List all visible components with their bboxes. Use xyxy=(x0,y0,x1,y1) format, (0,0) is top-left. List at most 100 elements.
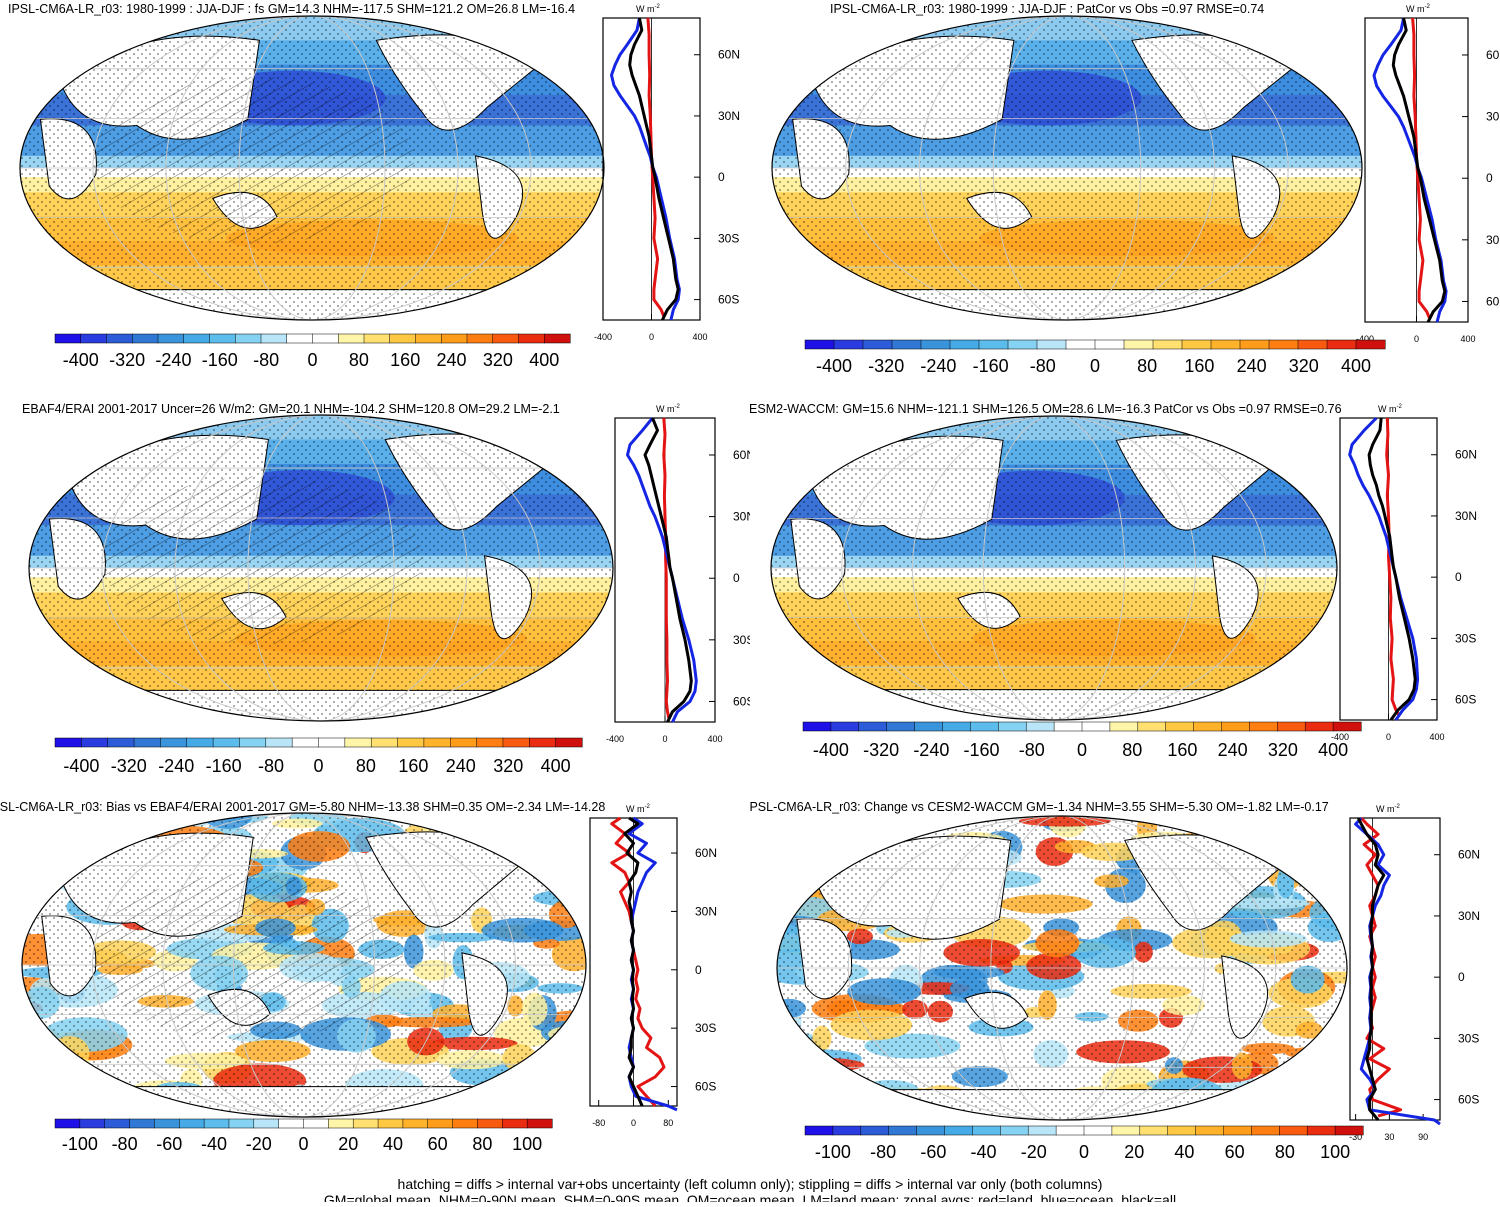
panel-svg: 60N 30N 0 30S 60S -400 0 400 W m-2 -400 -320 -240 -1… xyxy=(771,4,1500,376)
lat-tick-label: 0 xyxy=(1455,570,1462,584)
map-outline xyxy=(19,15,605,321)
colorbar-box xyxy=(502,1118,528,1129)
colorbar-box xyxy=(133,737,161,748)
colorbar-box xyxy=(1027,1125,1057,1136)
colorbar-box xyxy=(833,339,864,350)
colorbar-tick-label: 240 xyxy=(1218,740,1248,760)
colorbar-box xyxy=(944,1125,973,1136)
x-tick-label: 90 xyxy=(1418,1132,1428,1142)
colorbar-box xyxy=(1355,339,1386,350)
anomaly-patch xyxy=(1218,1111,1281,1120)
hatch-overlay xyxy=(93,76,415,245)
zonal-line-all xyxy=(643,417,693,723)
anomaly-patch xyxy=(830,1080,857,1111)
colorbar-tick-label: 0 xyxy=(298,1134,308,1154)
zonal-line-ocean xyxy=(626,417,698,723)
lat-tick-label: 30N xyxy=(1455,509,1477,523)
graticule xyxy=(777,816,1347,1120)
panel-title: IPSL-CM6A-LR_r03: 1980-1999 : JJA-DJF : … xyxy=(830,2,1265,16)
lat-tick-label: 60S xyxy=(695,1080,716,1094)
colorbar-tick-label: -240 xyxy=(155,350,191,370)
colorbar-tick-label: 0 xyxy=(1090,356,1100,376)
lat-tick-label: 30N xyxy=(1486,110,1500,124)
x-tick-label: 400 xyxy=(692,332,707,342)
lat-tick-label: 60S xyxy=(1455,693,1476,707)
map-field xyxy=(777,816,1347,1120)
colorbar-tick-label: -240 xyxy=(158,756,194,776)
colorbar-box xyxy=(260,333,288,344)
colorbar-tick-label: 80 xyxy=(356,756,376,776)
colorbar-box xyxy=(1094,339,1125,350)
meridian-line xyxy=(919,16,1215,320)
panel-svg: 60N 30N 0 30S 60S -400 0 400 W m-2 -400 -320 -240 -1… xyxy=(770,404,1477,760)
colorbar-box xyxy=(79,1118,106,1129)
map-outline xyxy=(771,15,1363,321)
colorbar-box xyxy=(477,1118,503,1129)
colorbar-tick-label: -160 xyxy=(206,756,242,776)
zonal-line-ocean xyxy=(610,17,681,321)
colorbar-box xyxy=(318,737,346,748)
lat-tick-label: 0 xyxy=(695,963,702,977)
anomaly-patch xyxy=(523,1090,559,1117)
meridian-line xyxy=(92,813,516,1117)
map-outline xyxy=(776,815,1348,1121)
lat-tick-label: 60N xyxy=(1455,448,1477,462)
colorbar-tick-label: -400 xyxy=(816,356,852,376)
colorbar-box xyxy=(1111,1125,1141,1136)
colorbar-tick-label: -40 xyxy=(971,1142,997,1162)
meridian-line xyxy=(233,813,375,1117)
caption: hatching = diffs > internal var+obs unce… xyxy=(0,1176,1500,1202)
colorbar-tick-label: -320 xyxy=(868,356,904,376)
unit-label: W m-2 xyxy=(636,4,660,14)
colorbar-tick-label: -400 xyxy=(63,756,99,776)
anomaly-patch xyxy=(522,1053,586,1071)
lat-tick-label: 60N xyxy=(1486,48,1500,62)
colorbar-box xyxy=(54,737,82,748)
colorbar-tick-label: -80 xyxy=(258,756,284,776)
zonal-mean-plot: 60N 30N 0 30S 60S -400 0 400 W m-2 xyxy=(1331,404,1477,742)
colorbar-tick-label: -20 xyxy=(246,1134,272,1154)
anomaly-patch xyxy=(1308,850,1347,875)
colorbar-box xyxy=(278,1118,305,1129)
colorbar-box xyxy=(544,333,571,344)
colorbar-box xyxy=(427,1118,454,1129)
colorbar-tick-label: -160 xyxy=(973,356,1009,376)
panel-svg: 60N 30N 0 30S 60S -400 0 400 W m-2 -400 -320 -240 -1… xyxy=(28,404,750,776)
panel-ebaf-obs: 60N 30N 0 30S 60S -400 0 400 W m-2 -400 -320 -240 -1… xyxy=(0,400,750,800)
colorbar-tick-label: 160 xyxy=(1184,356,1214,376)
lat-tick-label: 30S xyxy=(733,633,750,647)
colorbar-box xyxy=(54,1118,81,1129)
panel-svg: 60N 30N 0 30S 60S -30 30 90 W m-2 -100 -80 -60 -40 -2… xyxy=(776,804,1480,1162)
colorbar-box xyxy=(1326,339,1357,350)
anomaly-patch xyxy=(922,816,967,825)
zonal-line-all xyxy=(628,17,680,321)
unit-superscript: -2 xyxy=(655,4,661,10)
caption-line-1: hatching = diffs > internal var+obs unce… xyxy=(397,1176,1103,1192)
lat-tick-label: 60N xyxy=(718,48,740,62)
meridian-line xyxy=(174,415,468,721)
anomaly-patch xyxy=(485,818,568,844)
colorbar-tick-label: 80 xyxy=(349,350,369,370)
lat-tick-label: 30N xyxy=(718,109,740,123)
x-tick-label: 0 xyxy=(1414,334,1419,344)
lat-tick-label: 30S xyxy=(695,1021,716,1035)
colorbar-box xyxy=(916,1125,946,1136)
colorbar-tick-label: 240 xyxy=(446,756,476,776)
colorbar-box xyxy=(972,1125,1001,1136)
colorbar-tick-label: -320 xyxy=(863,740,899,760)
zonal-line-all xyxy=(1357,817,1386,1121)
zonal-line-land xyxy=(646,17,665,317)
lat-tick-label: 30N xyxy=(695,904,717,918)
colorbar-tick-label: 0 xyxy=(1079,1142,1089,1162)
meridian-line xyxy=(162,813,446,1117)
x-tick-label: 0 xyxy=(662,734,667,744)
colorbar-tick-label: 0 xyxy=(307,350,317,370)
panel-title: CESM2-WACCM: GM=15.6 NHM=-121.1 SHM=126.… xyxy=(750,402,1342,416)
colorbar-tick-label: 400 xyxy=(529,350,559,370)
map-field xyxy=(29,415,613,721)
colorbar: -100 -80 -60 -40 -20 0 20 40 60 80 100 xyxy=(54,1118,553,1154)
lat-tick-label: 30N xyxy=(733,510,750,524)
colorbar-box xyxy=(212,737,241,748)
panel-ipsl-patcor: 60N 30N 0 30S 60S -400 0 400 W m-2 -400 -320 -240 -1… xyxy=(750,0,1500,400)
